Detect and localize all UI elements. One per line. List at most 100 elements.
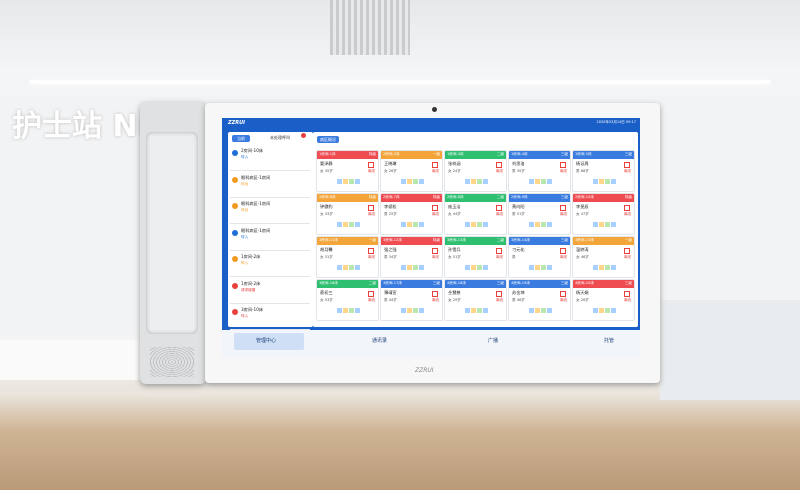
patient-info: 男 25岁 [384, 212, 397, 216]
ceiling-light [30, 80, 770, 84]
bed-level: 三级 [496, 281, 504, 285]
bed-status: 离线 [559, 169, 567, 173]
speaker [150, 347, 194, 377]
alarm-icon [496, 248, 502, 254]
patient-name: 胡月馨 [320, 247, 333, 252]
status-chip [541, 265, 546, 270]
call-item[interactable]: 1房间-2床 请求增援 [230, 279, 310, 304]
cabinet [660, 300, 800, 400]
bed-room: 4房间-18床 [447, 281, 466, 285]
bed-card[interactable]: 3房间-13床 二级 孙雪兵女 51岁 离线 [444, 236, 507, 278]
status-chip [419, 308, 424, 313]
bed-card[interactable]: 3房间-17床 三级 薄靖宣男 44岁 离线 [380, 279, 443, 321]
bed-card[interactable]: 2房间-6床 特级 钟傲豹女 33岁 离线 [316, 193, 379, 235]
card-header [317, 237, 378, 245]
badge [301, 133, 306, 138]
bed-status: 离线 [431, 212, 439, 216]
bed-room: 4房间-20床 [575, 281, 594, 285]
call-item[interactable]: 1房间-2床 呼入 [230, 252, 310, 277]
alarm-icon [432, 291, 438, 297]
call-icon [232, 309, 238, 315]
status-chip [477, 308, 482, 313]
bed-status: 离线 [495, 298, 503, 302]
card-header [445, 237, 506, 245]
call-panel: 当前 未处理呼叫 2房间-10床 呼入 眼科病区-1房间 呼出 眼科病区-1房间 呼出 眼科病区… [228, 132, 313, 330]
bed-card[interactable]: 3房间-14床 三级 刁元化男 离线 [508, 236, 571, 278]
bed-status: 离线 [495, 255, 503, 259]
bed-level: 特级 [432, 238, 440, 242]
tab-unhandled[interactable]: 未处理呼叫 [270, 135, 290, 140]
status-chip [355, 222, 360, 227]
screen: ZZRUI 2020年03月14日 09:17 当前 未处理呼叫 2房间-10床 呼入 眼科… [222, 118, 640, 358]
patient-name: 仝慧慈 [448, 290, 461, 295]
nav-button[interactable]: 托管 [582, 333, 652, 350]
patient-name: 苏金坤 [512, 290, 525, 295]
card-header [381, 237, 442, 245]
alarm-icon [624, 205, 630, 211]
patient-info: 女 46岁 [576, 255, 589, 259]
call-item[interactable]: 眼科病区-1房间 呼出 [230, 199, 310, 224]
alarm-icon [496, 291, 502, 297]
bed-level: 特级 [432, 195, 440, 199]
bed-card[interactable]: 4房间-18床 三级 仝慧慈女 29岁 离线 [444, 279, 507, 321]
bed-room: 2房间-9床 [511, 195, 528, 199]
bed-card[interactable]: 1房间-3床 二级 张梓涵女 24岁 离线 [444, 150, 507, 192]
wall-sign: 护士站 Nu [12, 109, 159, 144]
status-chip [349, 308, 354, 313]
status-chip [465, 265, 470, 270]
bed-card[interactable]: 2房间-8床 二级 庞玉洁女 44岁 离线 [444, 193, 507, 235]
bed-room: 2房间-10床 [575, 195, 594, 199]
status-chip [407, 308, 412, 313]
nav-button[interactable]: 通讯录 [350, 333, 420, 350]
call-title: 眼科病区-1房间 [241, 174, 271, 180]
status-chip [471, 265, 476, 270]
patient-info: 男 [512, 255, 516, 259]
tab-current[interactable]: 当前 [232, 135, 250, 142]
bed-card[interactable]: 2房间-10床 特级 李旻辰女 47岁 离线 [572, 193, 635, 235]
bed-card[interactable]: 1房间-5床 三级 杨证周男 68岁 离线 [572, 150, 635, 192]
call-title: 2房间-10床 [241, 148, 264, 153]
call-item[interactable]: 眼科病区-1房间 呼入 [230, 226, 310, 251]
patient-info: 女 44岁 [448, 212, 461, 216]
bed-level: 特级 [368, 195, 376, 199]
bed-card[interactable]: 3房间-12床 特级 强之强男 34岁 离线 [380, 236, 443, 278]
bed-card[interactable]: 3房间-15床 一级 温婷涛女 46岁 离线 [572, 236, 635, 278]
bed-card[interactable]: 4房间-20床 三级 杨天娟女 26岁 离线 [572, 279, 635, 321]
bed-card[interactable]: 3房间-11床 一级 胡月馨女 31岁 离线 [316, 236, 379, 278]
bed-card[interactable]: 4房间-19床 三级 苏金坤男 46岁 离线 [508, 279, 571, 321]
bed-room: 3房间-17床 [383, 281, 402, 285]
bed-card[interactable]: 2房间-2床 一级 王晓琳女 26岁 离线 [380, 150, 443, 192]
alarm-icon [432, 248, 438, 254]
card-header [509, 237, 570, 245]
status-chip [419, 179, 424, 184]
bed-card[interactable]: 2房间-7床 特级 李斌松男 25岁 离线 [380, 193, 443, 235]
patient-info: 女 24岁 [448, 169, 461, 173]
bed-card[interactable]: 1房间-4床 三级 刘思洛男 35岁 离线 [508, 150, 571, 192]
call-action: 呼出 [241, 181, 249, 186]
call-item[interactable]: 2房间-10床 呼入 [230, 146, 310, 171]
alarm-icon [368, 162, 374, 168]
bed-level: 特级 [624, 195, 632, 199]
patient-name: 孙雪兵 [448, 247, 461, 252]
status-chip [401, 222, 406, 227]
call-item[interactable]: 3房间-10床 呼入 [230, 305, 310, 330]
bed-status: 离线 [367, 169, 375, 173]
status-chip [355, 265, 360, 270]
call-icon [232, 282, 238, 289]
alarm-icon [624, 291, 630, 297]
status-chip [599, 222, 604, 227]
bed-card[interactable]: 3房间-16床 二级 蔡初三女 53岁 离线 [316, 279, 379, 321]
alarm-icon [560, 162, 566, 168]
ward-button[interactable]: 病区概况 [317, 136, 339, 143]
camera [432, 107, 437, 112]
patient-info: 女 26岁 [384, 169, 397, 173]
bed-status: 离线 [559, 255, 567, 259]
patient-name: 李旻辰 [576, 204, 589, 209]
status-chip [349, 179, 354, 184]
nav-button[interactable]: 广播 [466, 333, 536, 350]
call-title: 眼科病区-1房间 [241, 227, 271, 233]
call-item[interactable]: 眼科病区-1房间 呼出 [230, 173, 310, 198]
nav-button[interactable]: 管理中心 [234, 333, 304, 350]
bed-card[interactable]: 1房间-1床 特级 晏泽静女 35岁 离线 [316, 150, 379, 192]
bed-card[interactable]: 2房间-9床 三级 黄向阳男 51岁 离线 [508, 193, 571, 235]
